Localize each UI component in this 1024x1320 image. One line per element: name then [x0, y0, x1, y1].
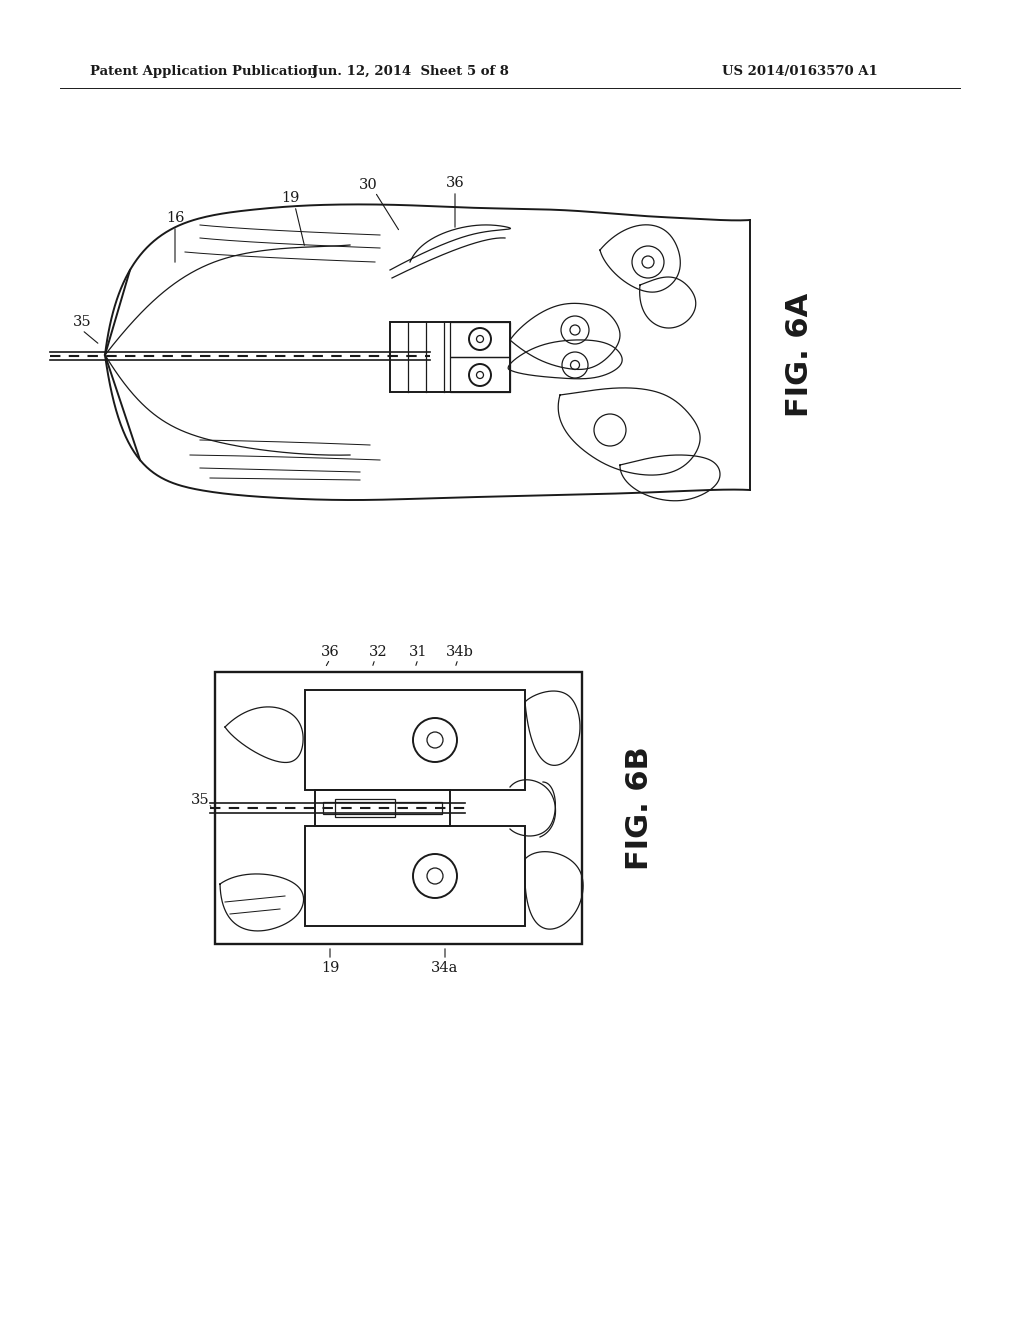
Text: 36: 36	[445, 176, 464, 190]
Text: FIG. 6A: FIG. 6A	[785, 293, 814, 417]
Text: 16: 16	[166, 211, 184, 224]
Text: 35: 35	[73, 315, 91, 329]
Bar	[305, 690, 525, 789]
Bar	[305, 826, 525, 927]
Bar	[315, 789, 450, 826]
Bar	[335, 799, 395, 817]
Text: 36: 36	[321, 645, 339, 659]
Bar	[215, 672, 582, 944]
Bar	[450, 356, 510, 392]
Bar	[450, 322, 510, 356]
Text: 19: 19	[281, 191, 299, 205]
Bar	[323, 803, 442, 814]
Text: Patent Application Publication: Patent Application Publication	[90, 66, 316, 78]
Text: 31: 31	[409, 645, 427, 659]
Text: 34a: 34a	[431, 961, 459, 975]
Text: 35: 35	[190, 793, 209, 807]
Text: 19: 19	[321, 961, 339, 975]
Text: FIG. 6B: FIG. 6B	[626, 746, 654, 870]
Text: 32: 32	[369, 645, 387, 659]
Bar	[390, 322, 510, 392]
Text: US 2014/0163570 A1: US 2014/0163570 A1	[722, 66, 878, 78]
Text: 30: 30	[358, 178, 378, 191]
Text: 34b: 34b	[446, 645, 474, 659]
Text: Jun. 12, 2014  Sheet 5 of 8: Jun. 12, 2014 Sheet 5 of 8	[311, 66, 509, 78]
